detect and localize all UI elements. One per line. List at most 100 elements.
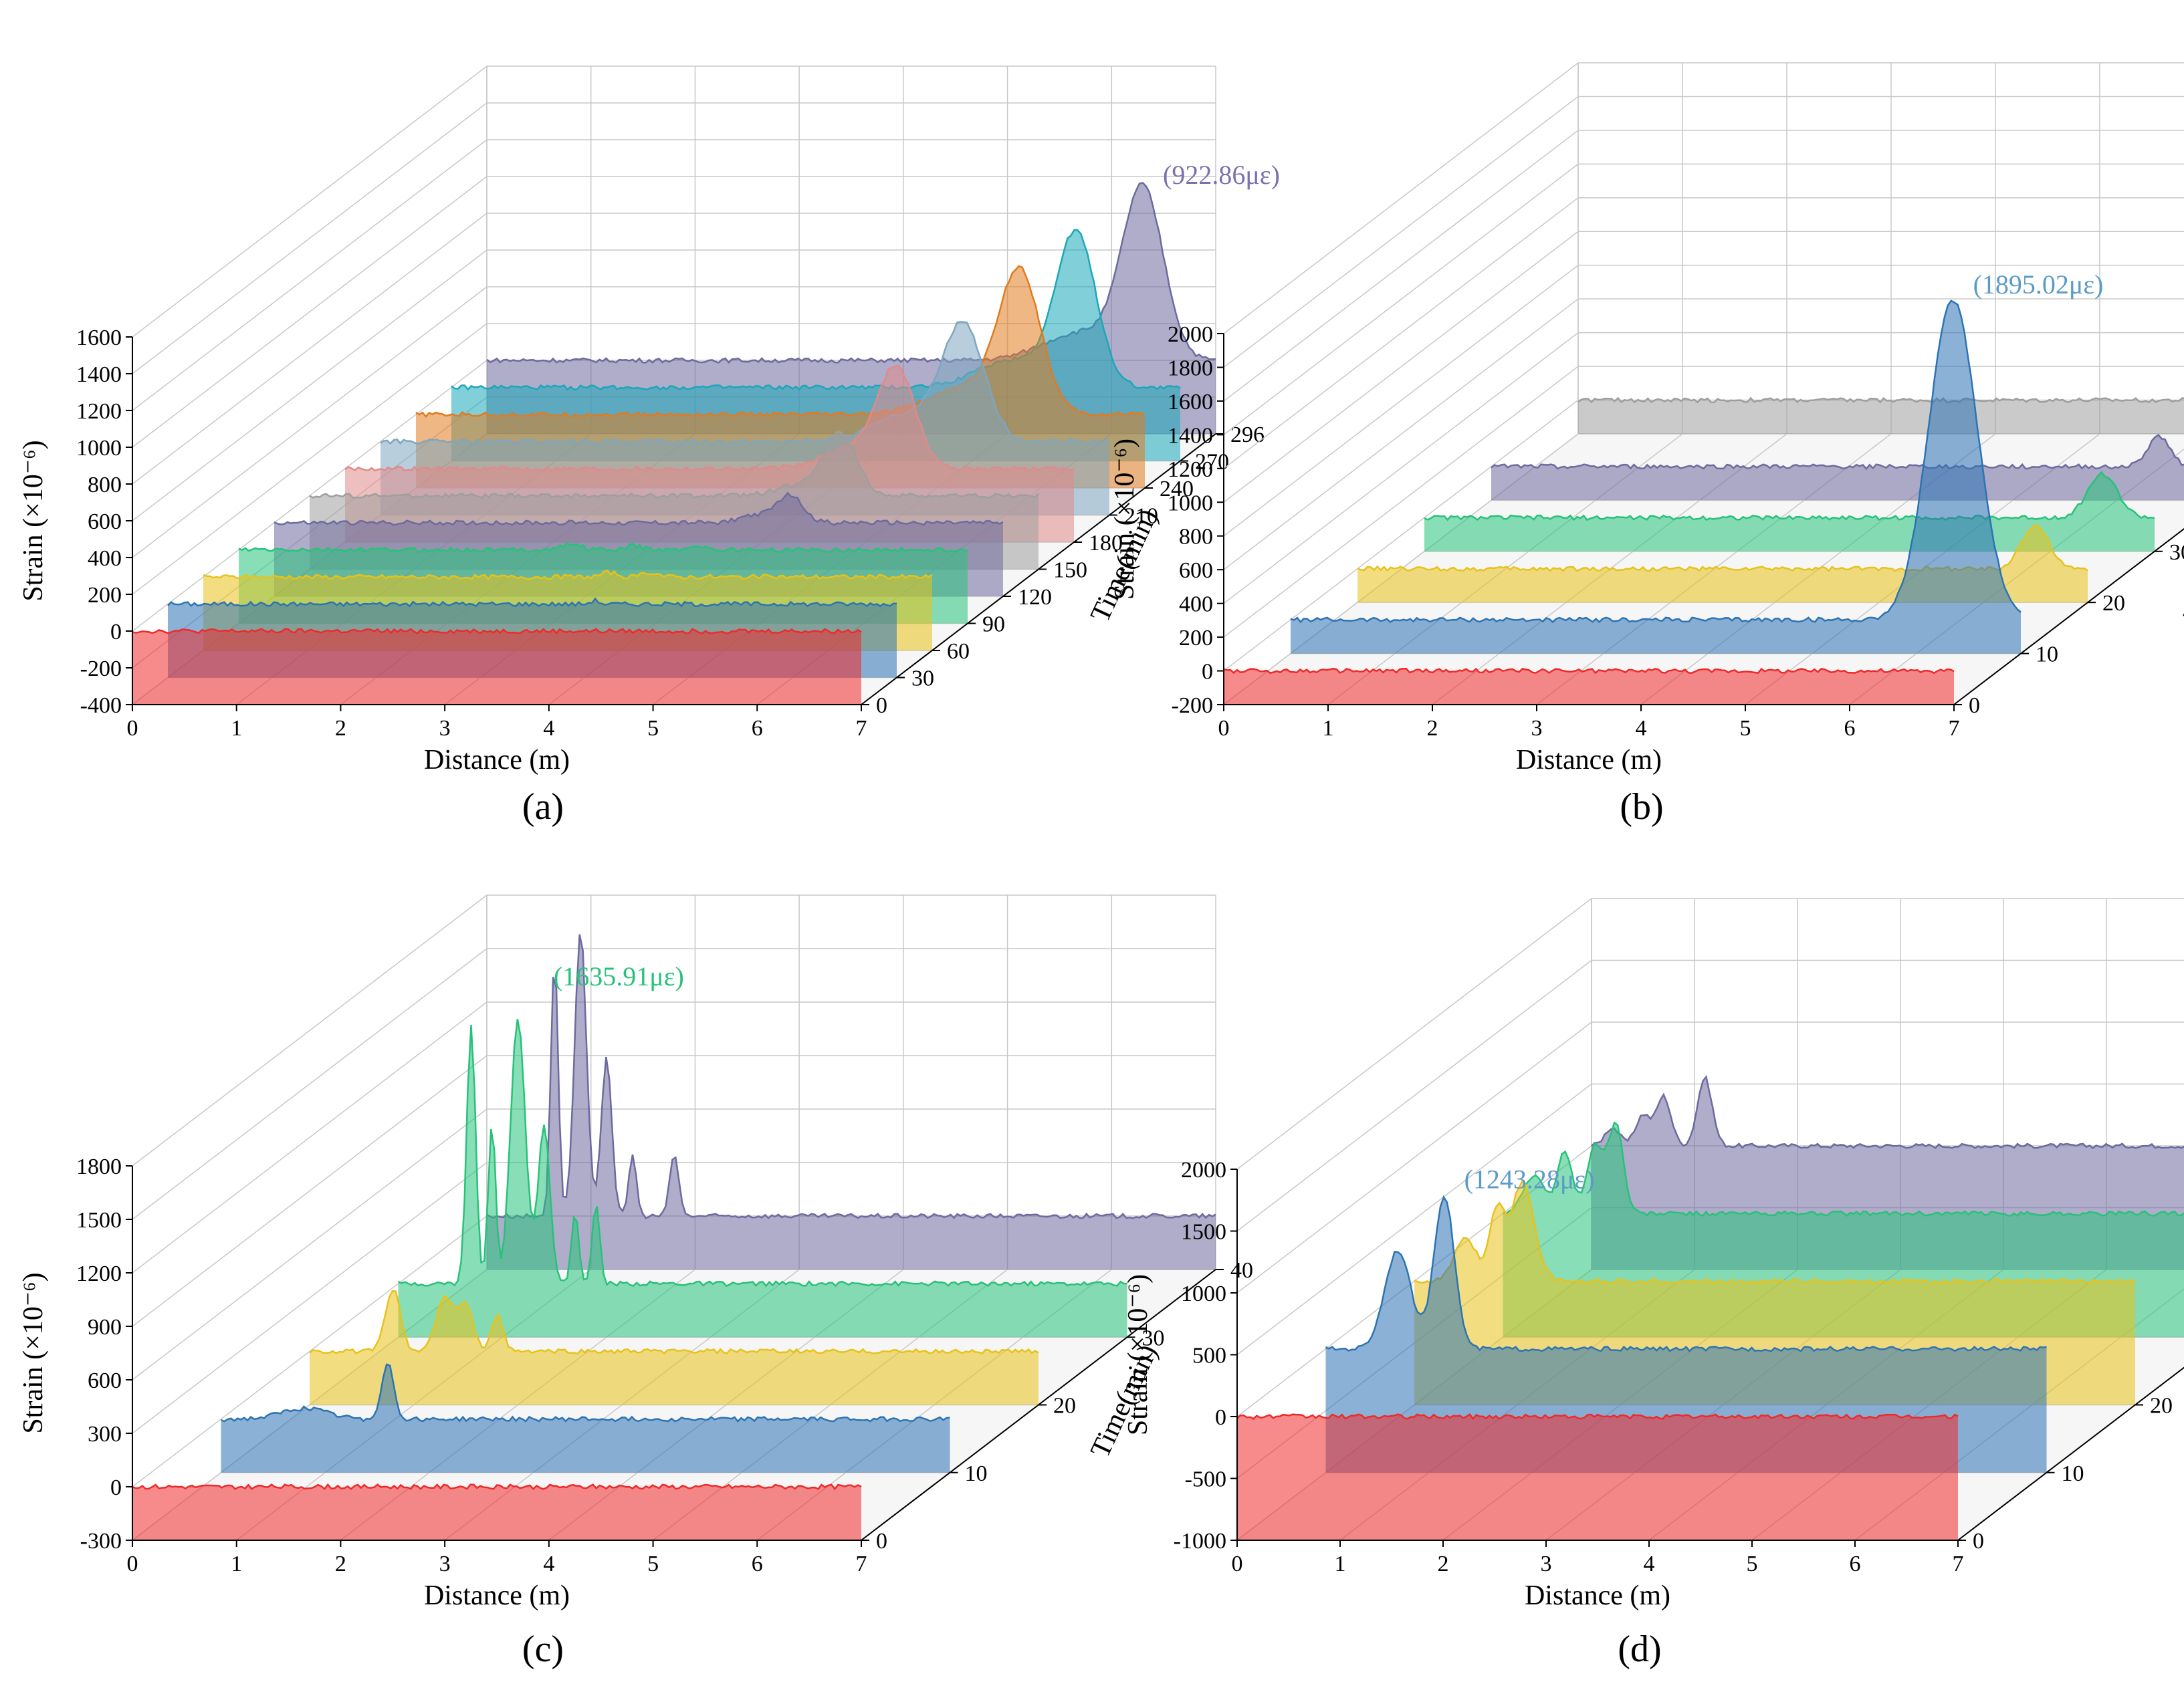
x-tick-label: 1 bbox=[231, 1552, 242, 1576]
x-tick-label: 0 bbox=[1218, 716, 1230, 741]
series-10 bbox=[1325, 1195, 2047, 1473]
x-tick-label: 7 bbox=[1949, 716, 1960, 741]
series-line bbox=[1424, 471, 2155, 521]
series-line bbox=[274, 491, 1004, 526]
series-line bbox=[1491, 434, 2184, 471]
y-tick-label: 900 bbox=[88, 1315, 122, 1340]
time-tick-label: 30 bbox=[911, 667, 934, 691]
grid-line bbox=[132, 1108, 487, 1380]
series-line bbox=[1290, 299, 2022, 624]
y-tick-label: 1000 bbox=[76, 436, 122, 461]
time-tick-label: 240 bbox=[1160, 477, 1194, 501]
series-line bbox=[397, 1019, 1127, 1288]
x-tick-label: 0 bbox=[127, 716, 138, 741]
series-line bbox=[1236, 1413, 1959, 1421]
series-line bbox=[380, 321, 1110, 445]
x-tick-label: 0 bbox=[1232, 1552, 1243, 1576]
x-tick-label: 5 bbox=[647, 716, 659, 741]
grid-line bbox=[1223, 130, 1579, 402]
series-area bbox=[310, 1291, 1039, 1405]
grid-line bbox=[1236, 959, 1592, 1232]
series-0 bbox=[1236, 1413, 1959, 1540]
grid-line bbox=[1223, 366, 1579, 638]
y-tick-label: 500 bbox=[1192, 1344, 1226, 1368]
time-tick-label: 180 bbox=[1089, 531, 1123, 556]
series-area bbox=[221, 1364, 950, 1473]
y-tick-label: -1000 bbox=[1174, 1529, 1226, 1554]
x-axis-title: Distance (m) bbox=[1516, 745, 1662, 775]
x-tick-label: 2 bbox=[1438, 1552, 1449, 1576]
y-tick-label: -400 bbox=[80, 693, 122, 718]
y-tick-label: 1000 bbox=[1181, 1282, 1226, 1306]
panel-label: (a) bbox=[522, 786, 564, 828]
grid-line bbox=[132, 102, 487, 374]
y-tick-label: 0 bbox=[110, 620, 122, 644]
time-tick-label: 0 bbox=[1969, 693, 1980, 718]
grid-line bbox=[132, 176, 487, 448]
x-tick-label: 1 bbox=[231, 716, 242, 741]
y-tick-label: 800 bbox=[88, 473, 122, 497]
y-tick-label: 1800 bbox=[76, 1155, 122, 1179]
y-tick-label: 1400 bbox=[1168, 423, 1213, 448]
series-area bbox=[1578, 398, 2184, 434]
y-tick-label: -500 bbox=[1185, 1467, 1226, 1492]
y-axis-title: Strain (×10⁻⁶) bbox=[18, 440, 49, 601]
grid-line bbox=[132, 66, 487, 338]
series-line bbox=[221, 1363, 950, 1423]
peak-annotation: (1895.02με) bbox=[1973, 269, 2104, 299]
series-53 bbox=[1577, 396, 2184, 434]
x-tick-label: 4 bbox=[1644, 1552, 1655, 1576]
grid-line bbox=[1236, 898, 1592, 1170]
x-tick-label: 6 bbox=[1850, 1552, 1861, 1576]
peak-annotation: (1243.28με) bbox=[1464, 1165, 1595, 1195]
x-tick-label: 6 bbox=[752, 1552, 763, 1576]
peak-annotation: (922.86με) bbox=[1163, 160, 1280, 190]
series-line bbox=[486, 934, 1216, 1219]
grid-line bbox=[132, 1215, 487, 1487]
grid-line bbox=[132, 1162, 487, 1434]
x-tick-label: 7 bbox=[856, 716, 867, 741]
y-tick-label: 400 bbox=[88, 546, 122, 571]
time-tick-label: 0 bbox=[1973, 1529, 1984, 1554]
x-tick-label: 5 bbox=[1740, 716, 1751, 741]
y-tick-label: 1500 bbox=[1181, 1220, 1226, 1245]
series-line bbox=[1503, 1121, 2184, 1217]
time-tick-label: 40 bbox=[1230, 1258, 1253, 1283]
time-tick-label: 0 bbox=[876, 1529, 887, 1554]
grid-line bbox=[1223, 298, 1579, 570]
grid-line bbox=[132, 360, 487, 632]
y-tick-label: -200 bbox=[80, 656, 122, 681]
y-tick-label: -300 bbox=[80, 1529, 122, 1554]
x-tick-label: 5 bbox=[1747, 1552, 1758, 1576]
x-tick-label: 1 bbox=[1323, 716, 1334, 741]
series-20 bbox=[309, 1290, 1039, 1405]
series-area bbox=[1291, 300, 2021, 654]
y-tick-label: 300 bbox=[88, 1422, 122, 1447]
grid-line bbox=[1223, 62, 1579, 334]
series-0 bbox=[1223, 667, 1955, 705]
x-tick-label: 2 bbox=[335, 716, 346, 741]
panel-label: (d) bbox=[1618, 1628, 1661, 1670]
y-tick-label: 1400 bbox=[76, 362, 122, 387]
y-axis-title: Strain (×10⁻⁶) bbox=[1123, 1274, 1154, 1435]
y-tick-label: 2000 bbox=[1181, 1158, 1226, 1183]
series-line bbox=[1577, 396, 2184, 404]
panel-label: (b) bbox=[1620, 786, 1663, 828]
y-tick-label: 1800 bbox=[1168, 356, 1213, 380]
y-tick-label: 1500 bbox=[76, 1208, 122, 1233]
x-tick-label: 7 bbox=[1953, 1552, 1964, 1576]
series-area bbox=[132, 1484, 861, 1540]
grid-line bbox=[1223, 231, 1579, 503]
grid-line bbox=[1223, 265, 1579, 537]
series-area bbox=[398, 1019, 1127, 1338]
x-tick-label: 3 bbox=[1531, 716, 1543, 741]
series-line bbox=[1223, 667, 1955, 675]
y-tick-label: 1200 bbox=[76, 1261, 122, 1286]
series-line bbox=[132, 1483, 862, 1491]
series-line bbox=[1414, 1179, 2136, 1285]
y-tick-label: 1000 bbox=[1168, 491, 1213, 515]
time-tick-label: 296 bbox=[1230, 422, 1265, 447]
series-area bbox=[1325, 1197, 2047, 1473]
y-tick-label: 2000 bbox=[1168, 322, 1213, 347]
